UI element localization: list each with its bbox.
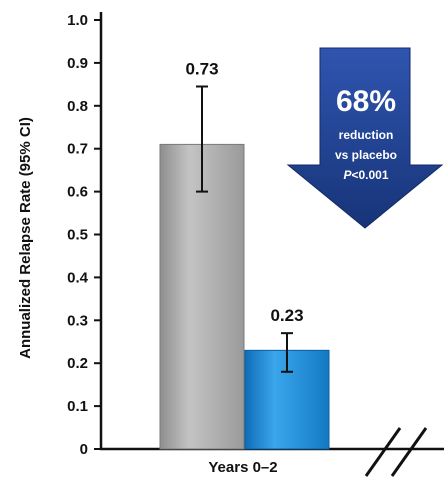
axis-break-icon — [364, 427, 428, 477]
y-tick-label: 0.6 — [67, 184, 88, 201]
callout-vs-placebo: vs placebo — [335, 148, 397, 162]
y-tick-label: 0.7 — [67, 141, 88, 158]
y-tick-label: 0.5 — [67, 227, 88, 244]
bar-0 — [159, 143, 245, 450]
down-arrow-icon — [286, 47, 444, 229]
reduction-callout: 68% reduction vs placebo P<0.001 — [286, 47, 444, 229]
callout-p-value: P<0.001 — [343, 168, 388, 182]
y-tick-label: 0.9 — [67, 55, 88, 72]
y-tick-label: 1.0 — [67, 12, 88, 29]
data-label-1: 0.23 — [270, 306, 303, 325]
x-category-label: Years 0–2 — [208, 459, 277, 476]
y-tick-label: 0.1 — [67, 398, 88, 415]
callout-reduction: reduction — [339, 128, 394, 142]
y-tick-label: 0 — [80, 441, 88, 458]
data-label-0: 0.73 — [185, 59, 218, 78]
y-axis-title: Annualized Relapse Rate (95% CI) — [17, 117, 34, 359]
y-tick-label: 0.4 — [67, 269, 89, 286]
y-tick-label: 0.3 — [67, 312, 88, 329]
y-tick-label: 0.2 — [67, 355, 88, 372]
callout-percent: 68% — [336, 85, 396, 118]
bar-series: 0.73 0.23 — [159, 59, 330, 450]
y-tick-label: 0.8 — [67, 98, 88, 115]
y-axis-ticks: 0 0.1 0.2 0.3 0.4 0.5 0.6 0.7 0.8 0.9 1.0 — [67, 12, 101, 458]
